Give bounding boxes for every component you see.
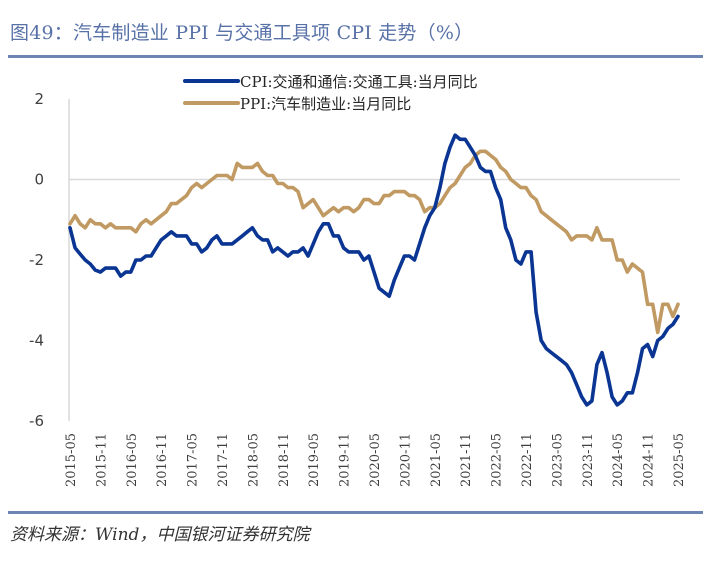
x-tick-label: 2020-05: [368, 433, 383, 487]
chart-title: 图49：汽车制造业 PPI 与交通工具项 CPI 走势（%）: [10, 22, 474, 44]
legend-cpi: CPI:交通和通信:交通工具:当月同比: [183, 73, 478, 91]
y-tick-label: -6: [29, 412, 44, 430]
legend-label: CPI:交通和通信:交通工具:当月同比: [240, 73, 478, 91]
x-tick-label: 2025-05: [672, 433, 687, 487]
cpi-series-points: [69, 135, 679, 405]
x-tick-label: 2024-05: [611, 433, 626, 487]
x-tick-label: 2024-11: [642, 433, 657, 487]
y-tick-label: 0: [34, 171, 44, 189]
x-tick-label: 2021-11: [459, 433, 474, 487]
x-tick-label: 2018-11: [277, 433, 292, 487]
x-tick-label: 2015-05: [64, 433, 79, 487]
y-axis-ticks: 2 0 -2 -4 -6: [29, 90, 44, 430]
x-tick-label: 2019-05: [307, 433, 322, 487]
y-tick-label: 2: [34, 90, 44, 108]
source-note: 资料来源：Wind，中国银河证券研究院: [10, 525, 310, 545]
x-axis-ticks: 2015-05 2015-11 2016-05 2016-11 2017-05 2017-…: [64, 433, 687, 487]
x-tick-label: 2017-11: [216, 433, 231, 487]
grid-layer: [68, 99, 680, 421]
x-tick-label: 2022-11: [520, 433, 535, 487]
x-tick-label: 2019-11: [338, 433, 353, 487]
title-divider: [8, 55, 703, 58]
legend: CPI:交通和通信:交通工具:当月同比 PPI:汽车制造业:当月同比: [183, 73, 478, 113]
x-tick-label: 2015-11: [94, 433, 109, 487]
source-divider: [8, 511, 703, 514]
y-tick-label: -4: [29, 332, 44, 350]
x-tick-label: 2023-05: [550, 433, 565, 487]
series-layer: [68, 133, 680, 407]
y-tick-label: -2: [29, 251, 44, 269]
cpi-series-line: [68, 133, 680, 407]
x-tick-label: 2016-05: [125, 433, 140, 487]
x-tick-label: 2017-05: [186, 433, 201, 487]
x-tick-label: 2018-05: [246, 433, 261, 487]
ppi-series-points: [69, 151, 679, 333]
x-tick-label: 2016-11: [155, 433, 170, 487]
x-tick-label: 2022-05: [490, 433, 505, 487]
x-tick-label: 2021-05: [429, 433, 444, 487]
x-tick-label: 2023-11: [581, 433, 596, 487]
x-tick-label: 2020-11: [398, 433, 413, 487]
legend-ppi: PPI:汽车制造业:当月同比: [183, 95, 411, 113]
legend-label: PPI:汽车制造业:当月同比: [240, 95, 411, 113]
